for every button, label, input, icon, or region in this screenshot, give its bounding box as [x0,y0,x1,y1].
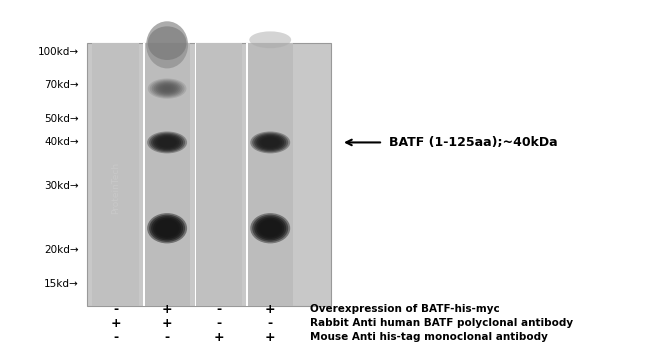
Ellipse shape [268,227,272,230]
Ellipse shape [265,139,276,146]
Text: 30kd→: 30kd→ [44,181,79,191]
Ellipse shape [163,140,171,145]
Ellipse shape [161,86,173,92]
Ellipse shape [149,133,185,152]
Ellipse shape [250,31,291,48]
FancyBboxPatch shape [86,43,332,306]
FancyBboxPatch shape [144,43,190,306]
Ellipse shape [148,26,187,60]
Text: +: + [111,317,121,330]
Ellipse shape [163,87,171,91]
Ellipse shape [256,218,284,239]
Ellipse shape [260,221,280,236]
Ellipse shape [150,79,185,98]
Ellipse shape [256,135,284,150]
Ellipse shape [153,82,181,96]
Ellipse shape [157,221,177,236]
Ellipse shape [155,136,179,149]
Ellipse shape [151,81,183,97]
Ellipse shape [155,219,179,237]
Ellipse shape [155,83,179,95]
Ellipse shape [159,138,175,147]
Ellipse shape [146,21,188,68]
Text: +: + [265,331,276,344]
Ellipse shape [260,137,280,148]
Ellipse shape [157,84,177,94]
Ellipse shape [147,132,187,153]
Ellipse shape [265,224,276,233]
Ellipse shape [254,216,286,240]
Text: 40kd→: 40kd→ [44,137,79,147]
Text: -: - [164,331,170,344]
Ellipse shape [268,141,272,144]
Text: Mouse Anti his-tag monoclonal antibody: Mouse Anti his-tag monoclonal antibody [309,332,547,342]
Text: 50kd→: 50kd→ [44,114,79,124]
Ellipse shape [165,87,169,90]
Text: -: - [113,331,118,344]
Ellipse shape [258,136,282,149]
Ellipse shape [153,135,181,150]
Ellipse shape [266,140,274,145]
FancyBboxPatch shape [92,43,138,306]
Text: 70kd→: 70kd→ [44,80,79,90]
Text: +: + [265,303,276,315]
Text: -: - [216,303,221,315]
Text: Overexpression of BATF-his-myc: Overexpression of BATF-his-myc [309,304,499,314]
Text: 100kd→: 100kd→ [38,46,79,57]
Text: 20kd→: 20kd→ [44,245,79,255]
Ellipse shape [153,218,181,239]
Ellipse shape [262,138,278,147]
Ellipse shape [161,139,173,146]
FancyBboxPatch shape [196,43,242,306]
Ellipse shape [165,141,169,144]
Ellipse shape [159,85,175,93]
FancyBboxPatch shape [246,43,248,306]
Text: BATF (1-125aa);~40kDa: BATF (1-125aa);~40kDa [389,136,558,149]
Ellipse shape [254,134,286,151]
Ellipse shape [151,134,183,151]
Ellipse shape [151,216,183,240]
Ellipse shape [252,133,288,152]
Ellipse shape [157,137,177,148]
Ellipse shape [149,215,185,242]
Ellipse shape [165,227,169,230]
Ellipse shape [262,222,278,234]
Ellipse shape [258,219,282,237]
Ellipse shape [266,225,274,231]
FancyBboxPatch shape [247,43,293,306]
Text: +: + [162,303,172,315]
Ellipse shape [250,132,290,153]
Text: -: - [216,317,221,330]
Text: 15kd→: 15kd→ [44,279,79,289]
Text: -: - [268,317,273,330]
Text: Rabbit Anti human BATF polyclonal antibody: Rabbit Anti human BATF polyclonal antibo… [309,318,573,328]
Text: ProteinTech: ProteinTech [111,162,120,214]
Text: +: + [162,317,172,330]
Ellipse shape [161,224,173,233]
Text: -: - [113,303,118,315]
Ellipse shape [163,225,171,231]
Ellipse shape [148,78,187,99]
Ellipse shape [159,222,175,234]
FancyBboxPatch shape [143,43,144,306]
Text: +: + [213,331,224,344]
Ellipse shape [252,215,288,242]
Ellipse shape [250,213,290,243]
Ellipse shape [147,213,187,243]
FancyBboxPatch shape [195,43,196,306]
